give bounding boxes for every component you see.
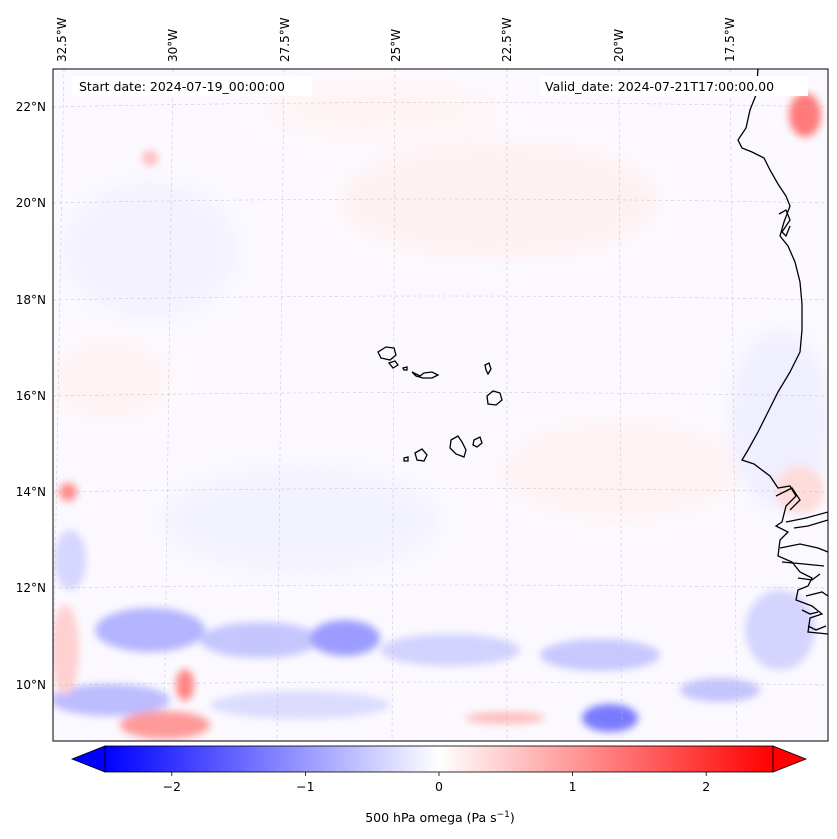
coastal-islands [801, 609, 827, 631]
colorbar-tick-label: 2 [702, 779, 710, 794]
colorbar-title: 500 hPa omega (Pa s−1) [365, 810, 515, 825]
map-panel: Start date: 2024-07-19_00:00:00 Valid_da… [52, 68, 829, 742]
ascent-core [210, 691, 390, 719]
start-date-box [72, 76, 312, 96]
ascent-core [310, 620, 380, 656]
colorbar-extend-max [772, 745, 808, 773]
lat-label: 16°N [16, 389, 46, 403]
lat-label: 20°N [16, 196, 46, 210]
lon-label: 32.5°W [55, 17, 69, 62]
sal-island [484, 362, 492, 376]
maio-island [472, 436, 483, 448]
valid-date-box [540, 76, 808, 96]
cape-verde-islands [377, 346, 503, 462]
santa-luzia-island [402, 366, 408, 371]
lon-label: 25°W [389, 29, 403, 62]
senegal-estuary [775, 487, 801, 511]
colorbar-tick-label: −2 [163, 779, 181, 794]
start-date-label: Start date: 2024-07-19_00:00:00 [79, 79, 285, 94]
lon-label: 22.5°W [500, 17, 514, 62]
lat-label: 22°N [16, 100, 46, 114]
colorbar-tick-label: −1 [296, 779, 314, 794]
fogo-island [414, 448, 428, 462]
weak-subsidence-patch [500, 420, 740, 520]
ascent-core [53, 684, 170, 716]
ascent-core [540, 639, 660, 671]
weak-ascent-patch [160, 465, 440, 575]
subsidence-core [465, 712, 545, 724]
santo-antao-island [377, 346, 397, 361]
lon-label: 30°W [166, 29, 180, 62]
subsidence-core [53, 605, 79, 695]
lat-label: 14°N [16, 485, 46, 499]
gambia-estuary [785, 511, 828, 529]
lon-label: 27.5°W [278, 17, 292, 62]
colorbar-gradient [104, 745, 774, 773]
subsidence-core [776, 466, 824, 514]
ascent-core [95, 608, 205, 652]
gridlines [53, 69, 828, 741]
colorbar-tick-label: 0 [435, 779, 443, 794]
ascent-core [380, 634, 520, 666]
santiago-island [449, 435, 467, 458]
colorbar-tick-label: 1 [569, 779, 577, 794]
coastlines [737, 69, 828, 635]
bijagos-islands [797, 573, 828, 597]
morocco-coast-fragment [778, 209, 791, 238]
lat-label: 10°N [16, 678, 46, 692]
latitude-labels: 22°N 20°N 18°N 16°N 14°N 12°N 10°N [16, 100, 46, 692]
weak-subsidence-patch [260, 80, 500, 140]
weak-ascent-patch [60, 180, 240, 320]
colorbar: −2 −1 0 1 2 500 hPa omega (Pa s−1) [70, 745, 808, 825]
lat-label: 18°N [16, 293, 46, 307]
ascent-core [54, 530, 86, 590]
subsidence-core [59, 483, 77, 501]
weak-subsidence-patch [53, 340, 170, 420]
subsidence-core [120, 711, 210, 739]
colorbar-extend-min [70, 745, 106, 773]
longitude-labels: 32.5°W 30°W 27.5°W 25°W 22.5°W 20°W 17.5… [55, 17, 737, 62]
ascent-core [582, 704, 638, 732]
colorbar-ticks [171, 772, 707, 776]
sao-nicolau-island [411, 371, 440, 379]
valid-date-label: Valid_date: 2024-07-21T17:00:00.00 [545, 79, 774, 94]
boa-vista-island [486, 390, 503, 406]
ascent-core [745, 590, 815, 670]
guinea-bissau-coast [779, 543, 828, 567]
subsidence-core [142, 150, 158, 166]
ascent-core [680, 678, 760, 702]
weak-subsidence-patch [340, 140, 660, 260]
sao-vicente-island [387, 360, 399, 369]
brava-island [403, 456, 409, 462]
lon-label: 20°W [612, 29, 626, 62]
map-frame [52, 68, 829, 742]
subsidence-core [789, 93, 821, 137]
lon-label: 17.5°W [723, 17, 737, 62]
subsidence-core [176, 669, 194, 701]
lat-label: 12°N [16, 581, 46, 595]
ascent-core [200, 622, 320, 658]
